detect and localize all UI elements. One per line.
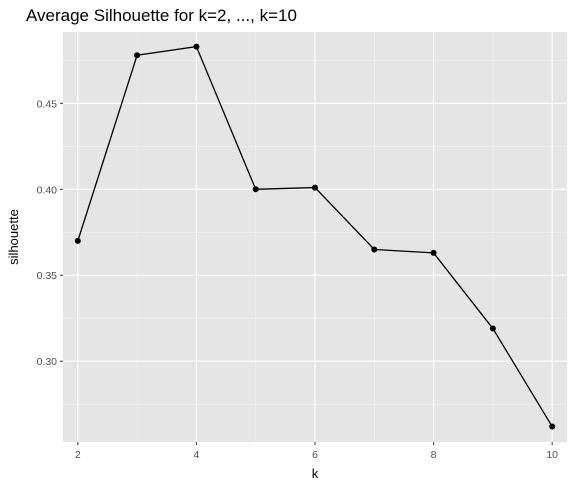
data-point (312, 184, 318, 191)
y-tick-label: 0.45 (37, 98, 58, 110)
data-point (252, 186, 259, 193)
chart-title: Average Silhouette for k=2, ..., k=10 (26, 6, 297, 25)
data-point (489, 325, 496, 332)
x-tick-label: 6 (312, 449, 318, 461)
data-point (193, 43, 200, 50)
data-point (134, 52, 141, 59)
y-tick-label: 0.40 (37, 184, 58, 196)
y-tick-label: 0.35 (37, 270, 58, 282)
x-axis: 2 4 6 8 10 (75, 442, 558, 461)
y-axis: 0.30 0.35 0.40 0.45 (37, 98, 63, 368)
y-tick-label: 0.30 (37, 356, 58, 368)
data-point (371, 246, 378, 253)
x-tick-label: 2 (75, 449, 81, 461)
series-group (74, 43, 556, 430)
data-point (549, 423, 556, 430)
data-point (430, 249, 437, 256)
data-point (74, 237, 81, 244)
major-grid (63, 32, 567, 442)
x-axis-title: k (312, 466, 319, 481)
x-tick-label: 10 (546, 449, 558, 461)
x-tick-label: 4 (193, 449, 199, 461)
y-axis-title: silhouette (6, 209, 21, 265)
x-tick-label: 8 (431, 449, 437, 461)
